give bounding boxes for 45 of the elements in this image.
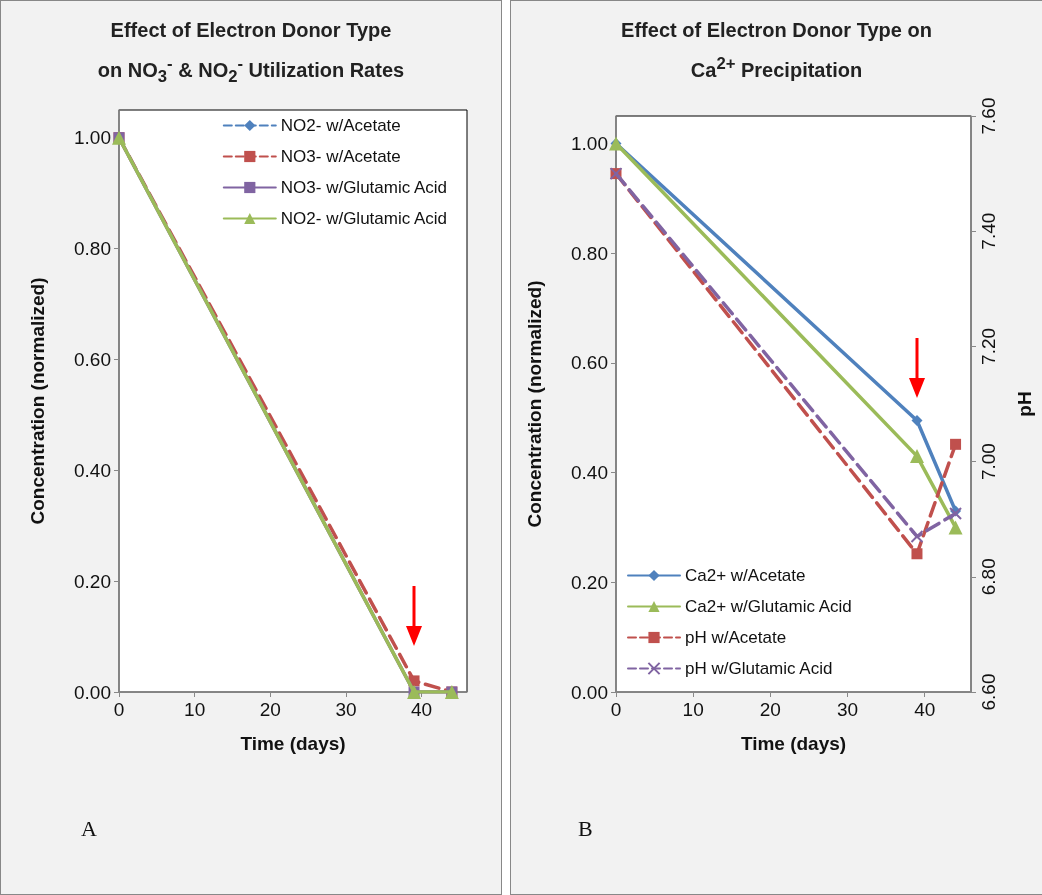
y2-tick-label: 7.40 <box>978 212 999 250</box>
y-axis-title: Concentration (normalized) <box>524 280 545 528</box>
legend-label: Ca2+ w/Glutamic Acid <box>685 597 852 616</box>
x-axis-title: Time (days) <box>740 733 847 754</box>
y-tick-label: 0.80 <box>74 238 111 260</box>
x-tick-label: 0 <box>113 699 125 720</box>
y-tick-label: 0.80 <box>571 242 608 264</box>
y-axis-title: Concentration (normalized) <box>27 277 48 525</box>
y-tick-label: 0.60 <box>74 348 111 370</box>
x-tick-label: 40 <box>914 699 936 720</box>
legend-label: NO2- w/Acetate <box>280 116 401 135</box>
y-tick-label: 0.00 <box>74 681 111 703</box>
text: B <box>578 816 593 842</box>
text: A <box>81 816 97 842</box>
legend-label: pH w/Acetate <box>685 628 787 647</box>
x-tick-label: 20 <box>259 699 281 720</box>
chart-title: Effect of Electron Donor Type on Ca$^{2+}$ Precipitation <box>620 18 933 83</box>
x-tick-label: 30 <box>836 699 859 720</box>
x-tick-label: 10 <box>184 699 206 720</box>
y2-tick-label: 7.60 <box>978 97 999 135</box>
y2-tick-label: 6.80 <box>978 558 999 596</box>
x-tick-label: 40 <box>411 699 433 720</box>
y2-axis-title: pH <box>1014 391 1035 417</box>
x-tick-label: 20 <box>759 699 781 720</box>
legend-label: NO3- w/Glutamic Acid <box>280 178 448 197</box>
y-tick-label: 0.40 <box>74 459 111 481</box>
legend-label: NO3- w/Acetate <box>280 147 401 166</box>
y-tick-label: 0.00 <box>571 681 608 703</box>
y-tick-label: 0.20 <box>74 570 111 592</box>
y-tick-label: 0.40 <box>571 462 608 484</box>
x-tick-label: 0 <box>610 699 622 720</box>
y-tick-label: 1.00 <box>74 127 111 149</box>
legend-label: pH w/Glutamic Acid <box>685 659 833 678</box>
y-tick-label: 0.60 <box>571 352 608 374</box>
y-tick-label: 1.00 <box>571 132 608 154</box>
y2-tick-label: 7.00 <box>978 443 999 481</box>
legend-label: NO2- w/Glutamic Acid <box>280 209 448 228</box>
y-tick-label: 0.20 <box>571 571 608 593</box>
x-axis-title: Time (days) <box>240 733 346 754</box>
y2-tick-label: 7.20 <box>978 327 999 365</box>
chart-title: Effect of Electron Donor Type on NO$_{3}$$^{-}$ & NO$_{2}$$^{-}$ Utilization Rates <box>96 18 406 88</box>
x-tick-label: 30 <box>335 699 357 720</box>
y2-tick-label: 6.60 <box>978 673 999 711</box>
legend-label: Ca2+ w/Acetate <box>685 566 806 585</box>
x-tick-label: 10 <box>682 699 704 720</box>
